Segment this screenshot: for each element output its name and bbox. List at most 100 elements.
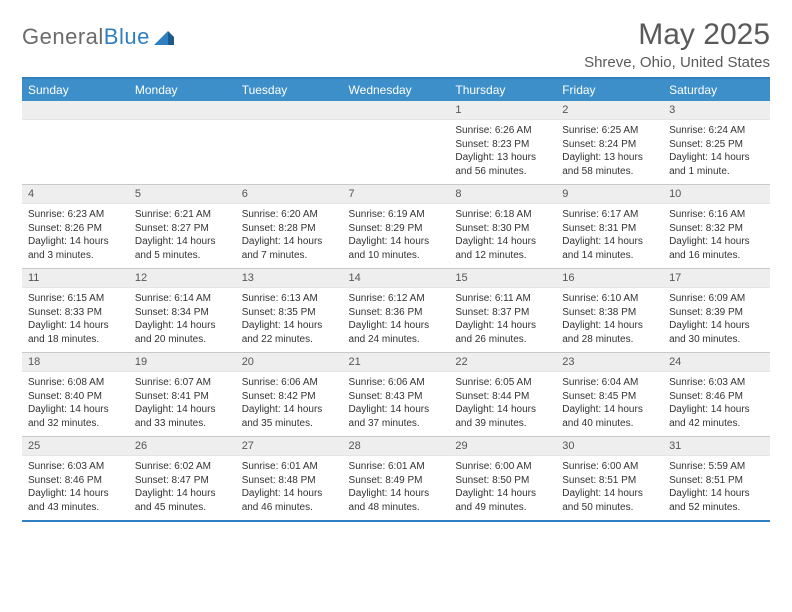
- day-details: Sunrise: 6:02 AMSunset: 8:47 PMDaylight:…: [129, 456, 236, 520]
- day-number: 21: [343, 353, 450, 372]
- daylight-line: Daylight: 14 hours and 26 minutes.: [455, 319, 550, 346]
- day-number: 26: [129, 437, 236, 456]
- calendar-cell: 17 Sunrise: 6:09 AMSunset: 8:39 PMDayligh…: [663, 269, 770, 353]
- day-details: Sunrise: 6:03 AMSunset: 8:46 PMDaylight:…: [663, 372, 770, 436]
- day-details: Sunrise: 6:06 AMSunset: 8:42 PMDaylight:…: [236, 372, 343, 436]
- daylight-line: Daylight: 14 hours and 12 minutes.: [455, 235, 550, 262]
- sunrise-line: Sunrise: 6:05 AM: [455, 376, 550, 390]
- day-details: Sunrise: 6:08 AMSunset: 8:40 PMDaylight:…: [22, 372, 129, 436]
- day-details: Sunrise: 6:07 AMSunset: 8:41 PMDaylight:…: [129, 372, 236, 436]
- calendar-cell: 29Sunrise: 6:00 AMSunset: 8:50 PMDayligh…: [449, 437, 556, 522]
- sunrise-line: Sunrise: 6:06 AM: [242, 376, 337, 390]
- sunset-line: Sunset: 8:24 PM: [562, 138, 657, 152]
- sunrise-line: Sunrise: 6:24 AM: [669, 124, 764, 138]
- calendar-cell: 12Sunrise: 6:14 AMSunset: 8:34 PMDayligh…: [129, 269, 236, 353]
- day-number: [22, 101, 129, 120]
- calendar-cell: 9Sunrise: 6:17 AMSunset: 8:31 PMDaylight…: [556, 185, 663, 269]
- sunrise-line: Sunrise: 6:12 AM: [349, 292, 444, 306]
- logo-mark-icon: [154, 29, 174, 45]
- daylight-line: Daylight: 14 hours and 45 minutes.: [135, 487, 230, 514]
- sunset-line: Sunset: 8:39 PM: [669, 306, 764, 320]
- day-details: Sunrise: 6:06 AMSunset: 8:43 PMDaylight:…: [343, 372, 450, 436]
- calendar-cell: 25Sunrise: 6:03 AMSunset: 8:46 PMDayligh…: [22, 437, 129, 522]
- day-number: 22: [449, 353, 556, 372]
- daylight-line: Daylight: 14 hours and 20 minutes.: [135, 319, 230, 346]
- calendar-cell: 22Sunrise: 6:05 AMSunset: 8:44 PMDayligh…: [449, 353, 556, 437]
- day-number: 5: [129, 185, 236, 204]
- logo-word-general: General: [22, 24, 104, 49]
- calendar-cell: 21Sunrise: 6:06 AMSunset: 8:43 PMDayligh…: [343, 353, 450, 437]
- sunrise-line: Sunrise: 6:06 AM: [349, 376, 444, 390]
- calendar-cell: 10Sunrise: 6:16 AMSunset: 8:32 PMDayligh…: [663, 185, 770, 269]
- sunset-line: Sunset: 8:26 PM: [28, 222, 123, 236]
- calendar-page: GeneralBlue May 2025 Shreve, Ohio, Unite…: [0, 0, 792, 612]
- day-number: 28: [343, 437, 450, 456]
- calendar-cell: 19Sunrise: 6:07 AMSunset: 8:41 PMDayligh…: [129, 353, 236, 437]
- day-number: 14: [343, 269, 450, 288]
- day-details: Sunrise: 6:25 AMSunset: 8:24 PMDaylight:…: [556, 120, 663, 184]
- day-number: 3: [663, 101, 770, 120]
- calendar-cell: 8Sunrise: 6:18 AMSunset: 8:30 PMDaylight…: [449, 185, 556, 269]
- day-details: Sunrise: 6:11 AMSunset: 8:37 PMDaylight:…: [449, 288, 556, 352]
- day-details: Sunrise: 6:00 AMSunset: 8:50 PMDaylight:…: [449, 456, 556, 520]
- day-number: 18: [22, 353, 129, 372]
- sunset-line: Sunset: 8:46 PM: [28, 474, 123, 488]
- weekday-header: Saturday: [663, 78, 770, 101]
- sunset-line: Sunset: 8:49 PM: [349, 474, 444, 488]
- daylight-line: Daylight: 14 hours and 43 minutes.: [28, 487, 123, 514]
- calendar-table: Sunday Monday Tuesday Wednesday Thursday…: [22, 77, 770, 522]
- sunset-line: Sunset: 8:25 PM: [669, 138, 764, 152]
- day-details: Sunrise: 6:16 AMSunset: 8:32 PMDaylight:…: [663, 204, 770, 268]
- calendar-cell: 23Sunrise: 6:04 AMSunset: 8:45 PMDayligh…: [556, 353, 663, 437]
- day-details: Sunrise: 6:01 AMSunset: 8:48 PMDaylight:…: [236, 456, 343, 520]
- calendar-cell: 26Sunrise: 6:02 AMSunset: 8:47 PMDayligh…: [129, 437, 236, 522]
- calendar-cell: [129, 101, 236, 185]
- daylight-line: Daylight: 14 hours and 30 minutes.: [669, 319, 764, 346]
- day-details: Sunrise: 6:05 AMSunset: 8:44 PMDaylight:…: [449, 372, 556, 436]
- day-details: Sunrise: 6:18 AMSunset: 8:30 PMDaylight:…: [449, 204, 556, 268]
- sunrise-line: Sunrise: 6:13 AM: [242, 292, 337, 306]
- day-number: [129, 101, 236, 120]
- logo: GeneralBlue: [22, 18, 174, 50]
- calendar-cell: 16Sunrise: 6:10 AMSunset: 8:38 PMDayligh…: [556, 269, 663, 353]
- daylight-line: Daylight: 14 hours and 32 minutes.: [28, 403, 123, 430]
- calendar-cell: 27Sunrise: 6:01 AMSunset: 8:48 PMDayligh…: [236, 437, 343, 522]
- day-number: 2: [556, 101, 663, 120]
- calendar-cell: 3Sunrise: 6:24 AMSunset: 8:25 PMDaylight…: [663, 101, 770, 185]
- sunset-line: Sunset: 8:51 PM: [669, 474, 764, 488]
- day-details: [129, 120, 236, 178]
- sunset-line: Sunset: 8:28 PM: [242, 222, 337, 236]
- weekday-header: Sunday: [22, 78, 129, 101]
- calendar-cell: 13Sunrise: 6:13 AMSunset: 8:35 PMDayligh…: [236, 269, 343, 353]
- day-number: 19: [129, 353, 236, 372]
- sunset-line: Sunset: 8:45 PM: [562, 390, 657, 404]
- day-details: Sunrise: 6:19 AMSunset: 8:29 PMDaylight:…: [343, 204, 450, 268]
- sunrise-line: Sunrise: 6:25 AM: [562, 124, 657, 138]
- day-number: 17: [663, 269, 770, 288]
- day-number: 30: [556, 437, 663, 456]
- calendar-cell: 1Sunrise: 6:26 AMSunset: 8:23 PMDaylight…: [449, 101, 556, 185]
- day-number: 27: [236, 437, 343, 456]
- daylight-line: Daylight: 14 hours and 49 minutes.: [455, 487, 550, 514]
- sunrise-line: Sunrise: 6:04 AM: [562, 376, 657, 390]
- day-number: 16: [556, 269, 663, 288]
- day-number: 24: [663, 353, 770, 372]
- weekday-header: Friday: [556, 78, 663, 101]
- day-number: 23: [556, 353, 663, 372]
- sunrise-line: Sunrise: 6:09 AM: [669, 292, 764, 306]
- day-number: 1: [449, 101, 556, 120]
- calendar-cell: [343, 101, 450, 185]
- day-details: Sunrise: 6:15 AMSunset: 8:33 PMDaylight:…: [22, 288, 129, 352]
- day-details: Sunrise: 6:01 AMSunset: 8:49 PMDaylight:…: [343, 456, 450, 520]
- sunrise-line: Sunrise: 6:08 AM: [28, 376, 123, 390]
- sunrise-line: Sunrise: 6:07 AM: [135, 376, 230, 390]
- sunset-line: Sunset: 8:50 PM: [455, 474, 550, 488]
- sunrise-line: Sunrise: 6:21 AM: [135, 208, 230, 222]
- day-number: [343, 101, 450, 120]
- month-title: May 2025: [584, 18, 770, 52]
- logo-text: GeneralBlue: [22, 24, 150, 50]
- day-number: 4: [22, 185, 129, 204]
- daylight-line: Daylight: 14 hours and 35 minutes.: [242, 403, 337, 430]
- calendar-cell: 20Sunrise: 6:06 AMSunset: 8:42 PMDayligh…: [236, 353, 343, 437]
- title-block: May 2025 Shreve, Ohio, United States: [584, 18, 770, 71]
